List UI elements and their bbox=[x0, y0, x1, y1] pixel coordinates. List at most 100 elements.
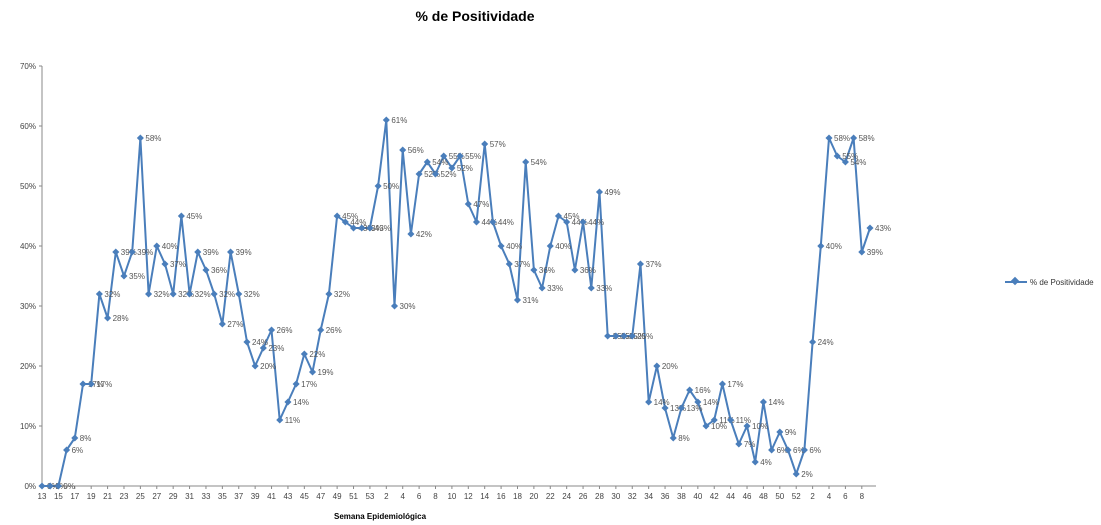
data-point bbox=[686, 386, 694, 394]
x-tick-label: 20 bbox=[529, 492, 538, 501]
data-label: 20% bbox=[260, 362, 276, 371]
data-point bbox=[95, 290, 103, 298]
y-tick-label: 30% bbox=[20, 302, 36, 311]
x-tick-label: 22 bbox=[546, 492, 555, 501]
data-label: 10% bbox=[711, 422, 727, 431]
data-label: 8% bbox=[678, 434, 690, 443]
x-tick-label: 8 bbox=[860, 492, 865, 501]
x-tick-label: 15 bbox=[54, 492, 63, 501]
data-label: 11% bbox=[736, 416, 751, 425]
x-tick-label: 31 bbox=[185, 492, 194, 501]
data-point bbox=[759, 398, 767, 406]
data-label: 43% bbox=[875, 224, 891, 233]
data-label: 45% bbox=[342, 212, 358, 221]
data-label: 25% bbox=[637, 332, 653, 341]
data-point bbox=[472, 218, 481, 226]
x-tick-label: 46 bbox=[743, 492, 752, 501]
data-label: 45% bbox=[563, 212, 579, 221]
data-point bbox=[677, 404, 685, 412]
x-tick-label: 30 bbox=[611, 492, 620, 501]
data-label: 40% bbox=[162, 242, 178, 251]
data-point bbox=[497, 242, 505, 250]
data-point bbox=[87, 380, 95, 388]
data-point bbox=[161, 260, 169, 268]
data-point bbox=[727, 416, 735, 424]
x-tick-label: 8 bbox=[433, 492, 438, 501]
x-tick-label: 50 bbox=[775, 492, 784, 501]
data-point bbox=[54, 482, 62, 490]
x-tick-label: 27 bbox=[152, 492, 161, 501]
data-label: 39% bbox=[236, 248, 252, 257]
data-label: 54% bbox=[531, 158, 547, 167]
legend-line-marker-icon bbox=[1005, 276, 1027, 287]
data-point bbox=[538, 284, 546, 292]
data-label: 24% bbox=[252, 338, 268, 347]
x-tick-label: 40 bbox=[693, 492, 702, 501]
data-point bbox=[858, 248, 866, 256]
data-point bbox=[268, 326, 276, 334]
data-label: 26% bbox=[277, 326, 293, 335]
data-point bbox=[563, 218, 571, 226]
data-point bbox=[390, 302, 399, 310]
data-label: 44% bbox=[481, 218, 497, 227]
data-label: 40% bbox=[555, 242, 571, 251]
x-tick-label: 6 bbox=[417, 492, 422, 501]
data-point bbox=[653, 362, 661, 370]
x-tick-label: 25 bbox=[136, 492, 145, 501]
data-point bbox=[251, 362, 259, 370]
data-label: 8% bbox=[80, 434, 92, 443]
data-label: 32% bbox=[154, 290, 170, 299]
x-tick-label: 36 bbox=[661, 492, 670, 501]
data-point bbox=[587, 284, 595, 292]
data-label: 56% bbox=[408, 146, 424, 155]
x-tick-label: 19 bbox=[87, 492, 96, 501]
data-label: 54% bbox=[850, 158, 866, 167]
data-point bbox=[423, 158, 431, 166]
x-tick-label: 23 bbox=[120, 492, 129, 501]
x-tick-label: 6 bbox=[843, 492, 848, 501]
data-label: 25% bbox=[621, 332, 637, 341]
data-label: 17% bbox=[88, 380, 104, 389]
x-tick-label: 48 bbox=[759, 492, 768, 501]
x-tick-label: 4 bbox=[400, 492, 405, 501]
data-point bbox=[825, 134, 833, 142]
data-label: 32% bbox=[195, 290, 211, 299]
data-label: 52% bbox=[441, 170, 457, 179]
legend: % de Positividade bbox=[1005, 276, 1094, 287]
data-point bbox=[710, 416, 718, 424]
x-tick-label: 21 bbox=[103, 492, 112, 501]
data-label: 14% bbox=[654, 398, 670, 407]
data-label: 13% bbox=[670, 404, 686, 413]
data-point bbox=[817, 242, 825, 250]
data-label: 30% bbox=[400, 302, 416, 311]
data-point bbox=[833, 152, 841, 160]
data-label: 37% bbox=[514, 260, 530, 269]
data-label: 43% bbox=[375, 224, 391, 233]
data-label: 40% bbox=[826, 242, 842, 251]
data-point bbox=[612, 332, 620, 340]
data-point bbox=[202, 266, 210, 274]
data-label: 17% bbox=[96, 380, 112, 389]
x-axis-title: Semana Epidemiológica bbox=[333, 512, 427, 521]
x-tick-label: 47 bbox=[316, 492, 325, 501]
data-point bbox=[218, 320, 226, 328]
data-label: 4% bbox=[760, 458, 772, 467]
series-line bbox=[42, 119, 871, 487]
data-point bbox=[751, 458, 759, 466]
x-tick-label: 53 bbox=[365, 492, 374, 501]
data-point bbox=[464, 200, 472, 208]
data-label: 7% bbox=[744, 440, 756, 449]
data-point bbox=[776, 428, 784, 436]
data-label: 37% bbox=[170, 260, 186, 269]
data-label: 6% bbox=[809, 446, 821, 455]
data-point bbox=[530, 266, 538, 274]
y-tick-label: 50% bbox=[20, 182, 36, 191]
data-label: 55% bbox=[465, 152, 481, 161]
data-label: 39% bbox=[121, 248, 137, 257]
data-label: 36% bbox=[580, 266, 596, 275]
data-point bbox=[571, 266, 579, 274]
data-point bbox=[300, 350, 308, 358]
data-label: 11% bbox=[719, 416, 734, 425]
data-point bbox=[579, 218, 587, 226]
data-point bbox=[702, 422, 710, 430]
